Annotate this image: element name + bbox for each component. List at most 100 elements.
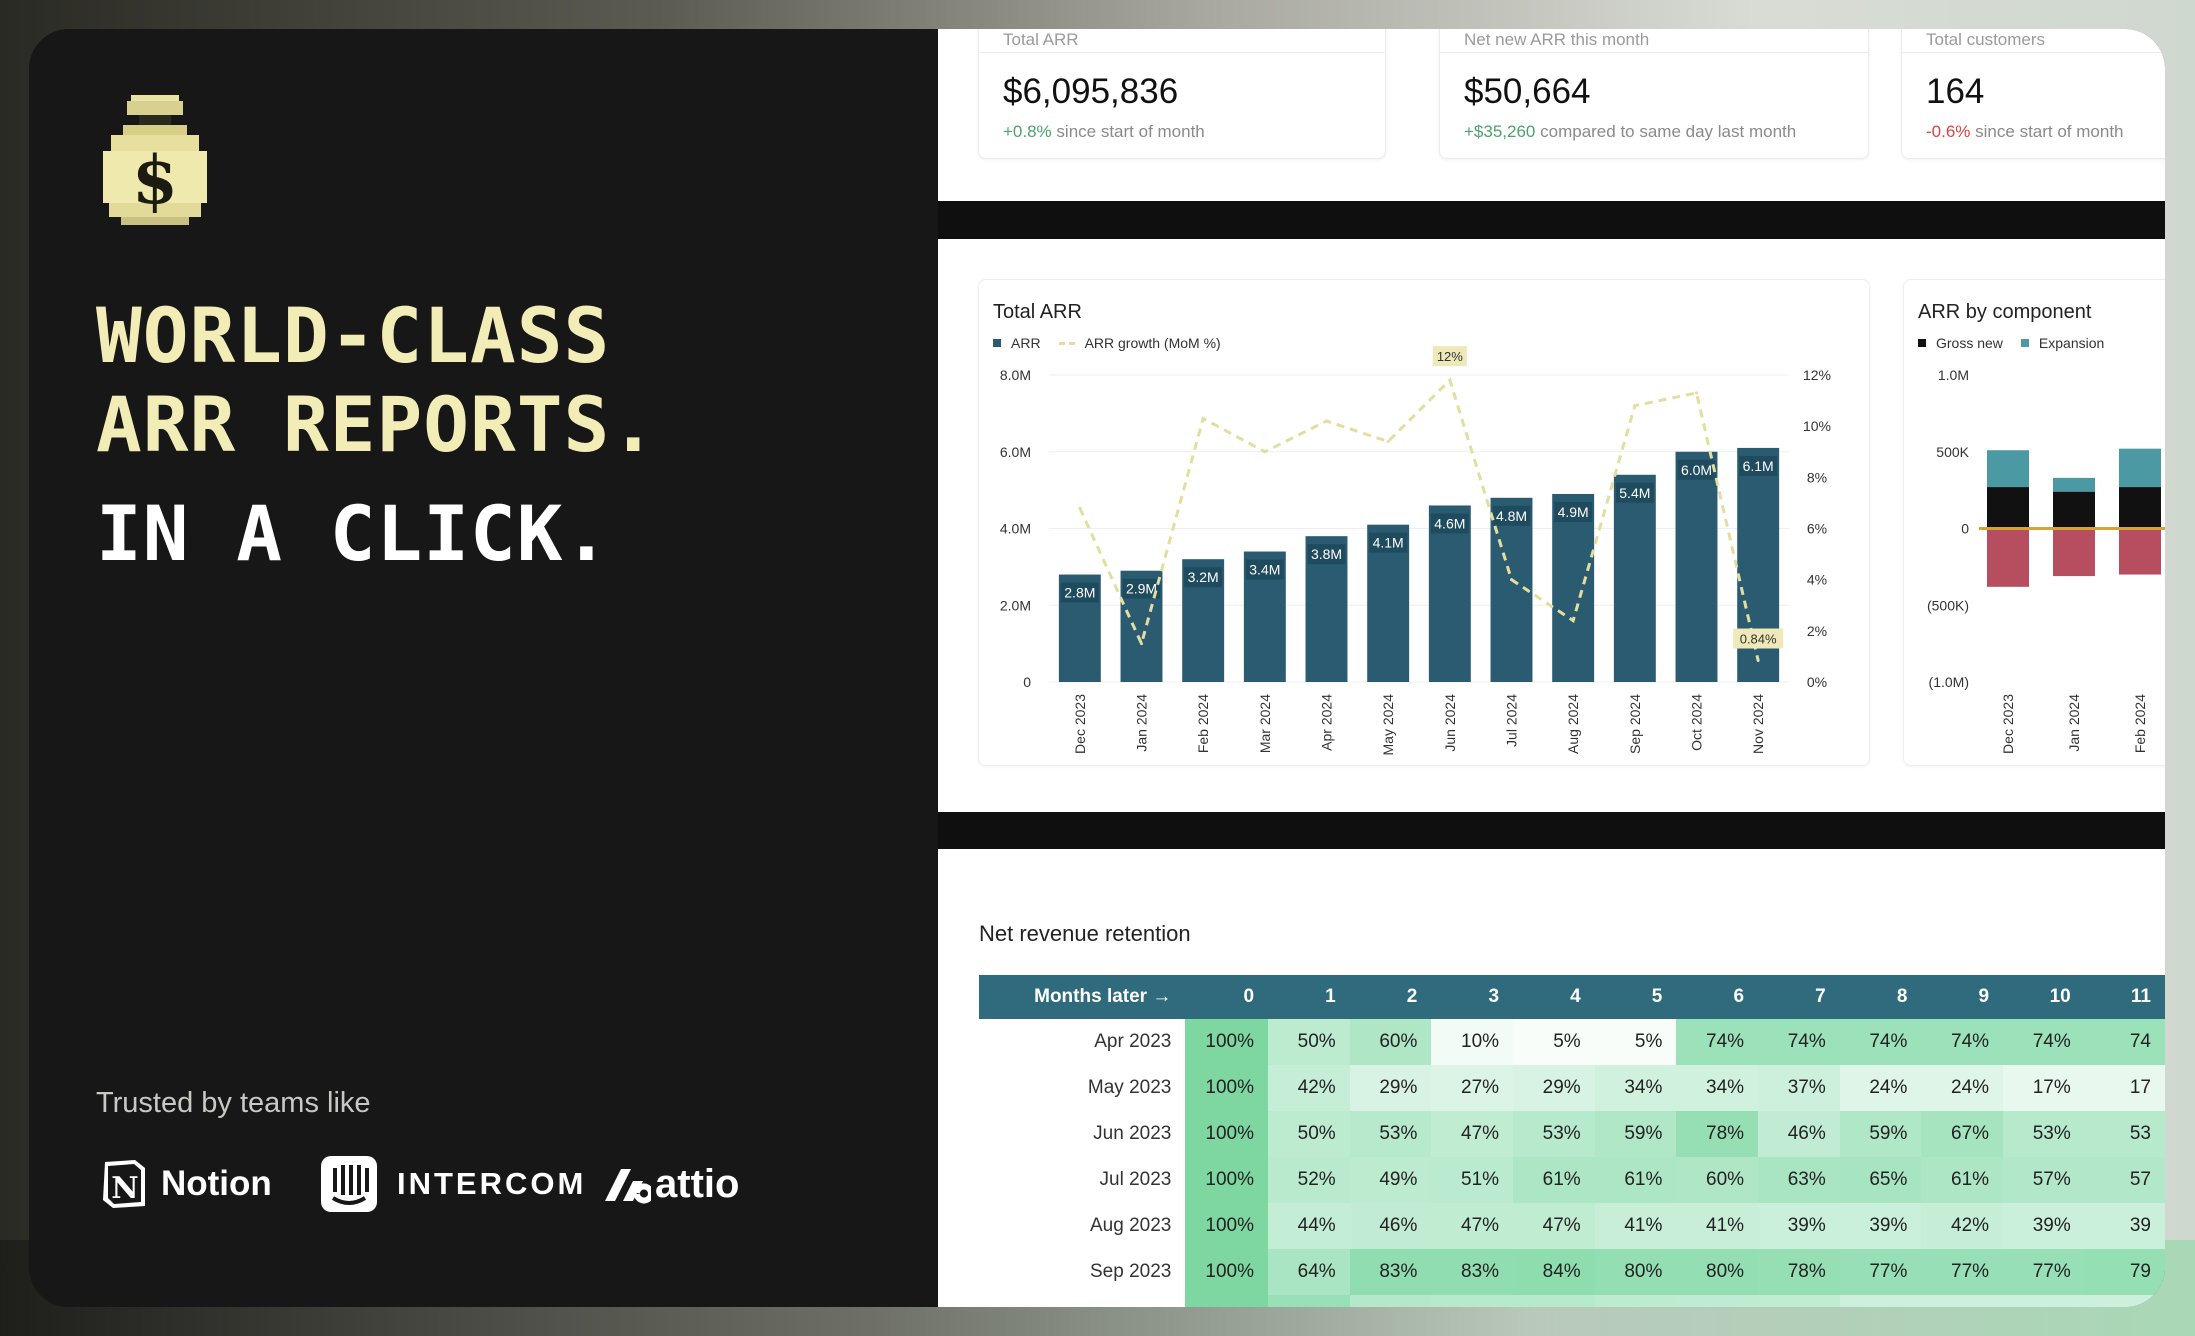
growth-point [1201,416,1205,420]
headline: WORLD-CLASS ARR REPORTS. [96,291,658,469]
kpi-value: $6,095,836 [1003,72,1179,111]
nrr-cell: 79 [2084,1249,2165,1295]
y-tick-label: 6.0M [1000,444,1031,460]
nrr-cell: 59% [1594,1111,1677,1157]
x-tick-label: Nov 2024 [1750,694,1766,754]
growth-point [1571,619,1575,623]
nrr-cell: 48% [1676,1295,1759,1307]
kpi-sub: +$35,260 compared to same day last month [1464,122,1797,141]
nrr-cell: 42% [1921,1203,2004,1249]
arr-by-component-card: ARR by component Gross new Expansion 1.0… [1903,279,2165,766]
bar-contraction [1987,528,2029,587]
kpi-value: 164 [1926,72,1985,111]
dashboard-preview: Total ARR $6,095,836 +0.8% since start o… [938,29,2165,1307]
brand-name: Notion [161,1164,272,1203]
nrr-row: Jul 2023 100% 52% 49% 51% 61% 61% 60% 63% 65% 61% 5… [979,1157,2165,1203]
nrr-column-header: 6 [1676,975,1759,1019]
bar-label: 3.4M [1249,562,1280,578]
nrr-cell: 84% [1513,1249,1595,1295]
y2-tick-label: 12% [1803,367,1831,383]
nrr-cell: 24% [1839,1065,1922,1111]
bar-label-bg [1307,544,1346,565]
notion-icon: N [103,1160,145,1208]
nrr-cell: 74% [1676,1019,1759,1065]
nrr-cell: 57 [2084,1157,2165,1203]
nrr-cell: 74% [2003,1019,2085,1065]
nrr-cell: 5% [1594,1019,1677,1065]
nrr-cell: 24% [1921,1065,2004,1111]
attio-icon [605,1169,651,1204]
nrr-cell: 61% [1594,1157,1677,1203]
bar-label-bg [1739,455,1778,476]
kpi-total-arr: Total ARR $6,095,836 +0.8% since start o… [978,29,1386,159]
nrr-cell: 47% [1513,1203,1595,1249]
subheadline: IN A CLICK. [96,489,611,578]
nrr-column-header: 11 [2084,975,2165,1019]
legend-item-arr: ARR [993,335,1041,351]
x-tick-label: Dec 2023 [1072,694,1088,754]
brand-intercom: INTERCOM [321,1155,586,1213]
nrr-cell: 100% [1185,1203,1269,1249]
nrr-column-header: 10 [2003,975,2085,1019]
x-tick-label: Dec 2023 [2000,694,2016,754]
nrr-row-label: Jun 2023 [979,1111,1186,1157]
nrr-row: May 2023 100% 42% 29% 27% 29% 34% 34% 37% 24% 24% 1… [979,1065,2165,1111]
nrr-cell: 83% [1431,1249,1514,1295]
total-arr-chart: 8.0M 6.0M 4.0M 2.0M 0 12% 10% 8% 6% 4% 2% 0% 2.8M Dec… [1000,346,1831,756]
nrr-title: Net revenue retention [979,921,1191,946]
nrr-cell: 100% [1185,1249,1269,1295]
nrr-cell: 46% [1349,1203,1432,1249]
y-tick-label: 1.0M [1938,367,1969,383]
bar-label: 6.1M [1743,458,1774,474]
x-tick-label: Jan 2024 [2066,694,2082,752]
nrr-cell: 100% [1185,1295,1269,1307]
nrr-cell: 27% [1431,1065,1514,1111]
nrr-cell: 41% [1594,1203,1677,1249]
nrr-header-row: Months later → 0 1 2 3 4 5 6 7 8 9 10 11 [979,975,2165,1019]
kpi-value: $50,664 [1464,72,1591,111]
nrr-column-header: 5 [1594,975,1677,1019]
promo-frame: $ WORLD-CLASS ARR REPORTS. IN A CLICK. Tr… [29,29,2165,1307]
growth-point [1510,578,1513,582]
nrr-cell: 65% [1839,1157,1922,1203]
growth-point [1325,419,1328,423]
nrr-cell: 5% [1513,1019,1595,1065]
bar-label: 4.6M [1434,515,1465,531]
nrr-cell: 34% [1676,1065,1759,1111]
y2-tick-label: 6% [1807,521,1827,537]
bar-label: 3.8M [1311,546,1342,562]
nrr-row: Oct 2023100%76%55%53%53%50%48%47%37%37%3… [979,1295,2165,1307]
nrr-row-label: Sep 2023 [979,1249,1186,1295]
nrr-cell: 61% [1921,1157,2004,1203]
nrr-cell: 64% [1268,1249,1350,1295]
bar-label: 4.1M [1373,535,1404,551]
x-tick-label: May 2024 [1380,694,1396,756]
chart-title: Total ARR [993,301,1082,323]
nrr-cell: 76% [1268,1295,1350,1307]
y2-tick-label: 0% [1807,674,1827,690]
bar-label: 4.8M [1496,508,1527,524]
nrr-cell: 17 [2084,1065,2165,1111]
kpi-label: Total customers [1926,30,2046,49]
y-tick-label: 8.0M [1000,367,1031,383]
y-tick-label: 500K [1936,444,1969,460]
growth-point [1263,450,1267,454]
nrr-cell [2084,1295,2165,1307]
y-tick-label: 4.0M [1000,521,1031,537]
nrr-cell: 55% [1349,1295,1432,1307]
nrr-cell: 46% [1758,1111,1840,1157]
growth-point [1078,506,1082,510]
money-bag-icon: $ [103,95,207,225]
x-tick-label: Jul 2024 [1504,694,1520,747]
bar-label: 2.8M [1064,585,1095,601]
x-tick-label: Aug 2024 [1565,694,1581,754]
y-tick-label: 0 [1961,521,1969,537]
nrr-row: Aug 2023 100% 44% 46% 47% 47% 41% 41% 39% 39% 42% 3… [979,1203,2165,1249]
growth-point [1633,404,1637,408]
nrr-cell: 77% [2003,1249,2085,1295]
kpi-sub: -0.6% since start of month [1926,122,2124,141]
trusted-label: Trusted by teams like [96,1087,371,1119]
kpi-net-new-arr: Net new ARR this month $50,664 +$35,260 … [1439,29,1869,159]
nrr-row: Apr 2023 100% 50% 60% 10% 5% 5% 74% 74% 74% 74% 74%… [979,1019,2165,1065]
